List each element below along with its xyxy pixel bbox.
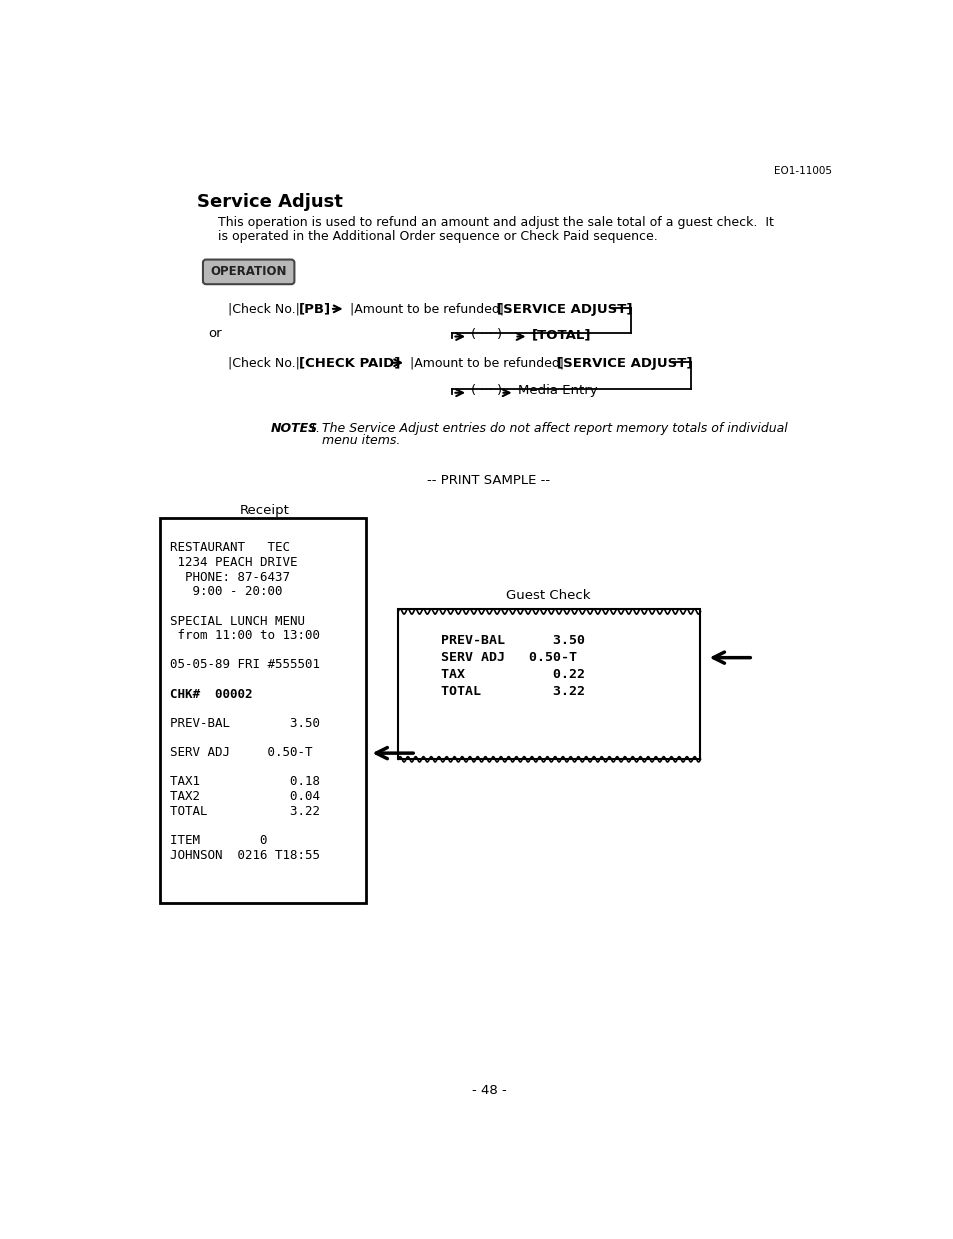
Text: is operated in the Additional Order sequence or Check Paid sequence.: is operated in the Additional Order sequ…: [218, 229, 658, 243]
Text: |Amount to be refunded|: |Amount to be refunded|: [350, 302, 504, 316]
Text: [PB]: [PB]: [298, 302, 331, 316]
Text: 9:00 - 20:00: 9:00 - 20:00: [170, 585, 282, 598]
Text: SERV ADJ     0.50-T: SERV ADJ 0.50-T: [170, 746, 312, 760]
Text: or: or: [208, 327, 222, 339]
Text: [TOTAL]: [TOTAL]: [531, 328, 591, 341]
Text: -- PRINT SAMPLE --: -- PRINT SAMPLE --: [427, 473, 550, 487]
Text: PREV-BAL      3.50: PREV-BAL 3.50: [440, 634, 584, 647]
Text: TAX1            0.18: TAX1 0.18: [170, 776, 319, 788]
Text: PREV-BAL        3.50: PREV-BAL 3.50: [170, 717, 319, 730]
Text: OPERATION: OPERATION: [211, 265, 287, 279]
Text: |Check No.|: |Check No.|: [228, 357, 299, 369]
Text: This operation is used to refund an amount and adjust the sale total of a guest : This operation is used to refund an amou…: [218, 217, 774, 229]
Text: TOTAL           3.22: TOTAL 3.22: [170, 804, 319, 818]
Text: from 11:00 to 13:00: from 11:00 to 13:00: [170, 629, 319, 642]
Text: |Amount to be refunded|: |Amount to be refunded|: [410, 357, 563, 369]
Text: TOTAL         3.22: TOTAL 3.22: [440, 685, 584, 698]
Text: JOHNSON  0216 T18:55: JOHNSON 0216 T18:55: [170, 849, 319, 861]
Text: The Service Adjust entries do not affect report memory totals of individual: The Service Adjust entries do not affect…: [322, 422, 787, 435]
Text: Service Adjust: Service Adjust: [196, 193, 342, 212]
Text: Media Entry: Media Entry: [517, 384, 597, 398]
Text: RESTAURANT   TEC: RESTAURANT TEC: [170, 541, 290, 554]
Text: NOTES: NOTES: [270, 422, 317, 435]
Text: EO1-11005: EO1-11005: [774, 166, 831, 176]
Text: SERV ADJ   0.50-T: SERV ADJ 0.50-T: [440, 650, 577, 664]
Text: 1.: 1.: [308, 422, 320, 435]
Text: ( ··· ): ( ··· ): [471, 328, 501, 341]
Text: menu items.: menu items.: [322, 435, 400, 447]
Bar: [160, 518, 365, 903]
Text: ( ··· ): ( ··· ): [471, 384, 501, 398]
Text: CHK#  00002: CHK# 00002: [170, 688, 252, 701]
Text: [SERVICE ADJUST]: [SERVICE ADJUST]: [557, 357, 692, 369]
Text: [SERVICE ADJUST]: [SERVICE ADJUST]: [497, 302, 632, 316]
Text: Guest Check: Guest Check: [505, 589, 590, 602]
FancyBboxPatch shape: [203, 259, 294, 284]
Text: [CHECK PAID]: [CHECK PAID]: [298, 357, 400, 369]
Text: SPECIAL LUNCH MENU: SPECIAL LUNCH MENU: [170, 615, 304, 627]
Text: PHONE: 87-6437: PHONE: 87-6437: [170, 571, 290, 584]
Text: Receipt: Receipt: [239, 504, 289, 518]
Text: 05-05-89 FRI #555501: 05-05-89 FRI #555501: [170, 658, 319, 672]
Text: ITEM        0: ITEM 0: [170, 834, 267, 847]
Text: TAX           0.22: TAX 0.22: [440, 668, 584, 680]
Text: TAX2            0.04: TAX2 0.04: [170, 790, 319, 803]
Bar: [397, 610, 700, 760]
Text: |Check No.|: |Check No.|: [228, 302, 299, 316]
Text: - 48 -: - 48 -: [471, 1084, 506, 1098]
Text: 1234 PEACH DRIVE: 1234 PEACH DRIVE: [170, 556, 296, 569]
